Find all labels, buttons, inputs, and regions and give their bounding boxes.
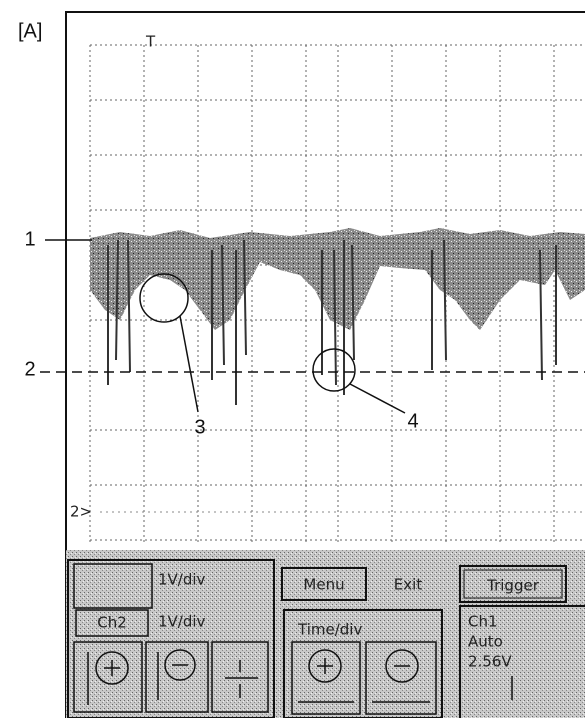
volts-per-div: 1V/div [158, 571, 206, 589]
trigger-level: 2.56V [468, 653, 512, 671]
callout-number: 3 [194, 416, 205, 438]
channel-name: Ch2 [97, 614, 127, 632]
button-label: Trigger [486, 577, 540, 595]
callout-number: 1 [24, 228, 35, 250]
volts-per-div: 1V/div [158, 613, 206, 631]
button-label: Menu [303, 576, 344, 594]
figure: [A] T 1 2 3 4 2> 1V/div Ch2 1V/div Menu … [0, 0, 585, 718]
trigger-source: Ch1 [468, 613, 498, 631]
callout-number: 4 [407, 410, 418, 432]
trigger-marker: T [145, 33, 156, 51]
trigger-mode: Auto [468, 633, 503, 651]
time-per-div: Time/div [297, 621, 362, 639]
channel-marker: 2> [70, 503, 92, 521]
button-label[interactable]: Exit [394, 576, 423, 594]
figure-label: [A] [18, 20, 42, 42]
channel-button[interactable] [74, 564, 152, 608]
callout-number: 2 [24, 358, 35, 380]
